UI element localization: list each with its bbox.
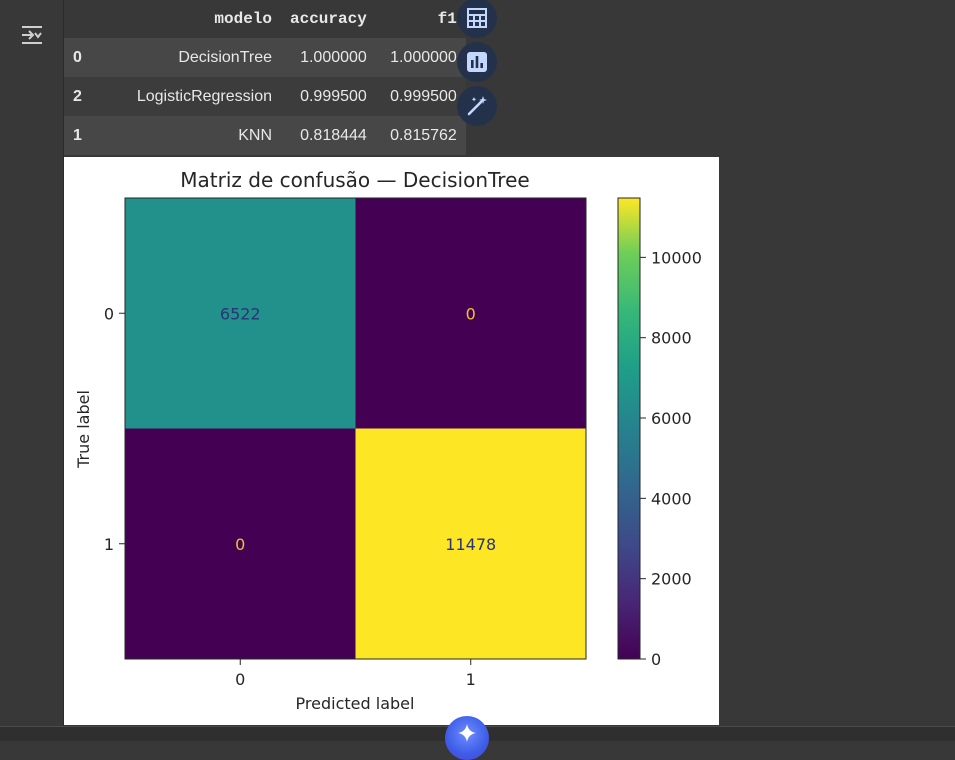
output-gutter [0, 0, 64, 740]
confusion-matrix-figure: Matriz de confusão — DecisionTree 6522 0 0… [64, 157, 719, 725]
column-header-modelo: modelo [100, 0, 281, 38]
cell-f1: 1.000000 [375, 38, 466, 77]
chart-icon [467, 52, 487, 72]
chart-title: Matriz de confusão — DecisionTree [180, 168, 529, 192]
y-axis-label: True label [74, 390, 93, 469]
cell-accuracy: 1.000000 [281, 38, 376, 77]
table-icon [467, 8, 487, 28]
cell-modelo: DecisionTree [100, 38, 281, 77]
y-tick-label: 1 [104, 535, 114, 554]
cell-value-label: 6522 [220, 304, 261, 323]
cell-f1: 0.999500 [375, 77, 466, 116]
output-toggle-icon[interactable] [20, 24, 44, 46]
column-header-f1: f1 [375, 0, 466, 38]
cell-f1: 0.815762 [375, 116, 466, 155]
heatmap-axes: 0 1 0 1 [104, 197, 587, 689]
cell-modelo: KNN [100, 116, 281, 155]
sparkle-icon [458, 724, 476, 742]
row-index: 2 [64, 77, 100, 116]
cell-accuracy: 0.818444 [281, 116, 376, 155]
colorbar-tick-label: 4000 [651, 489, 692, 508]
colorbar-ticks: 0 2000 4000 6000 8000 10000 [640, 248, 702, 669]
magic-wand-icon [467, 96, 487, 116]
gemini-assistant-button[interactable] [445, 716, 489, 760]
x-tick-label: 1 [466, 670, 476, 689]
row-index: 1 [64, 116, 100, 155]
cell-value-label: 0 [235, 535, 245, 554]
y-tick-label: 0 [104, 304, 114, 323]
heatmap-cell [355, 198, 586, 429]
plot-frame [124, 197, 587, 660]
table-row: 2 LogisticRegression 0.999500 0.999500 [64, 77, 466, 116]
generate-code-button[interactable] [457, 86, 497, 126]
table-row: 0 DecisionTree 1.000000 1.000000 [64, 38, 466, 77]
x-axis-label: Predicted label [296, 694, 415, 713]
row-index: 0 [64, 38, 100, 77]
results-table: modelo accuracy f1 0 DecisionTree 1.0000… [64, 0, 466, 155]
heatmap-cell [355, 428, 586, 659]
colorbar-tick-label: 0 [651, 650, 661, 669]
cell-value-label: 11478 [445, 535, 496, 554]
colorbar-tick-label: 8000 [651, 329, 692, 348]
colorbar-tick-label: 10000 [651, 248, 702, 267]
heatmap-cells: 6522 0 0 11478 [125, 198, 586, 659]
cell-accuracy: 0.999500 [281, 77, 376, 116]
convert-to-table-button[interactable] [457, 0, 497, 38]
colorbar [617, 197, 641, 660]
cell-value-label: 0 [466, 304, 476, 323]
column-header-accuracy: accuracy [281, 0, 376, 38]
table-header-row: modelo accuracy f1 [64, 0, 466, 38]
dataframe-output: modelo accuracy f1 0 DecisionTree 1.0000… [64, 0, 466, 155]
colorbar-tick-label: 6000 [651, 409, 692, 428]
confusion-matrix-chart: Matriz de confusão — DecisionTree 6522 00… [74, 168, 702, 713]
colorbar-tick-label: 2000 [651, 570, 692, 589]
column-header-index [64, 0, 100, 38]
suggest-charts-button[interactable] [457, 42, 497, 82]
cell-modelo: LogisticRegression [100, 77, 281, 116]
heatmap-cell [125, 198, 356, 429]
table-row: 1 KNN 0.818444 0.815762 [64, 116, 466, 155]
x-tick-label: 0 [235, 670, 245, 689]
heatmap-cell [125, 428, 356, 659]
